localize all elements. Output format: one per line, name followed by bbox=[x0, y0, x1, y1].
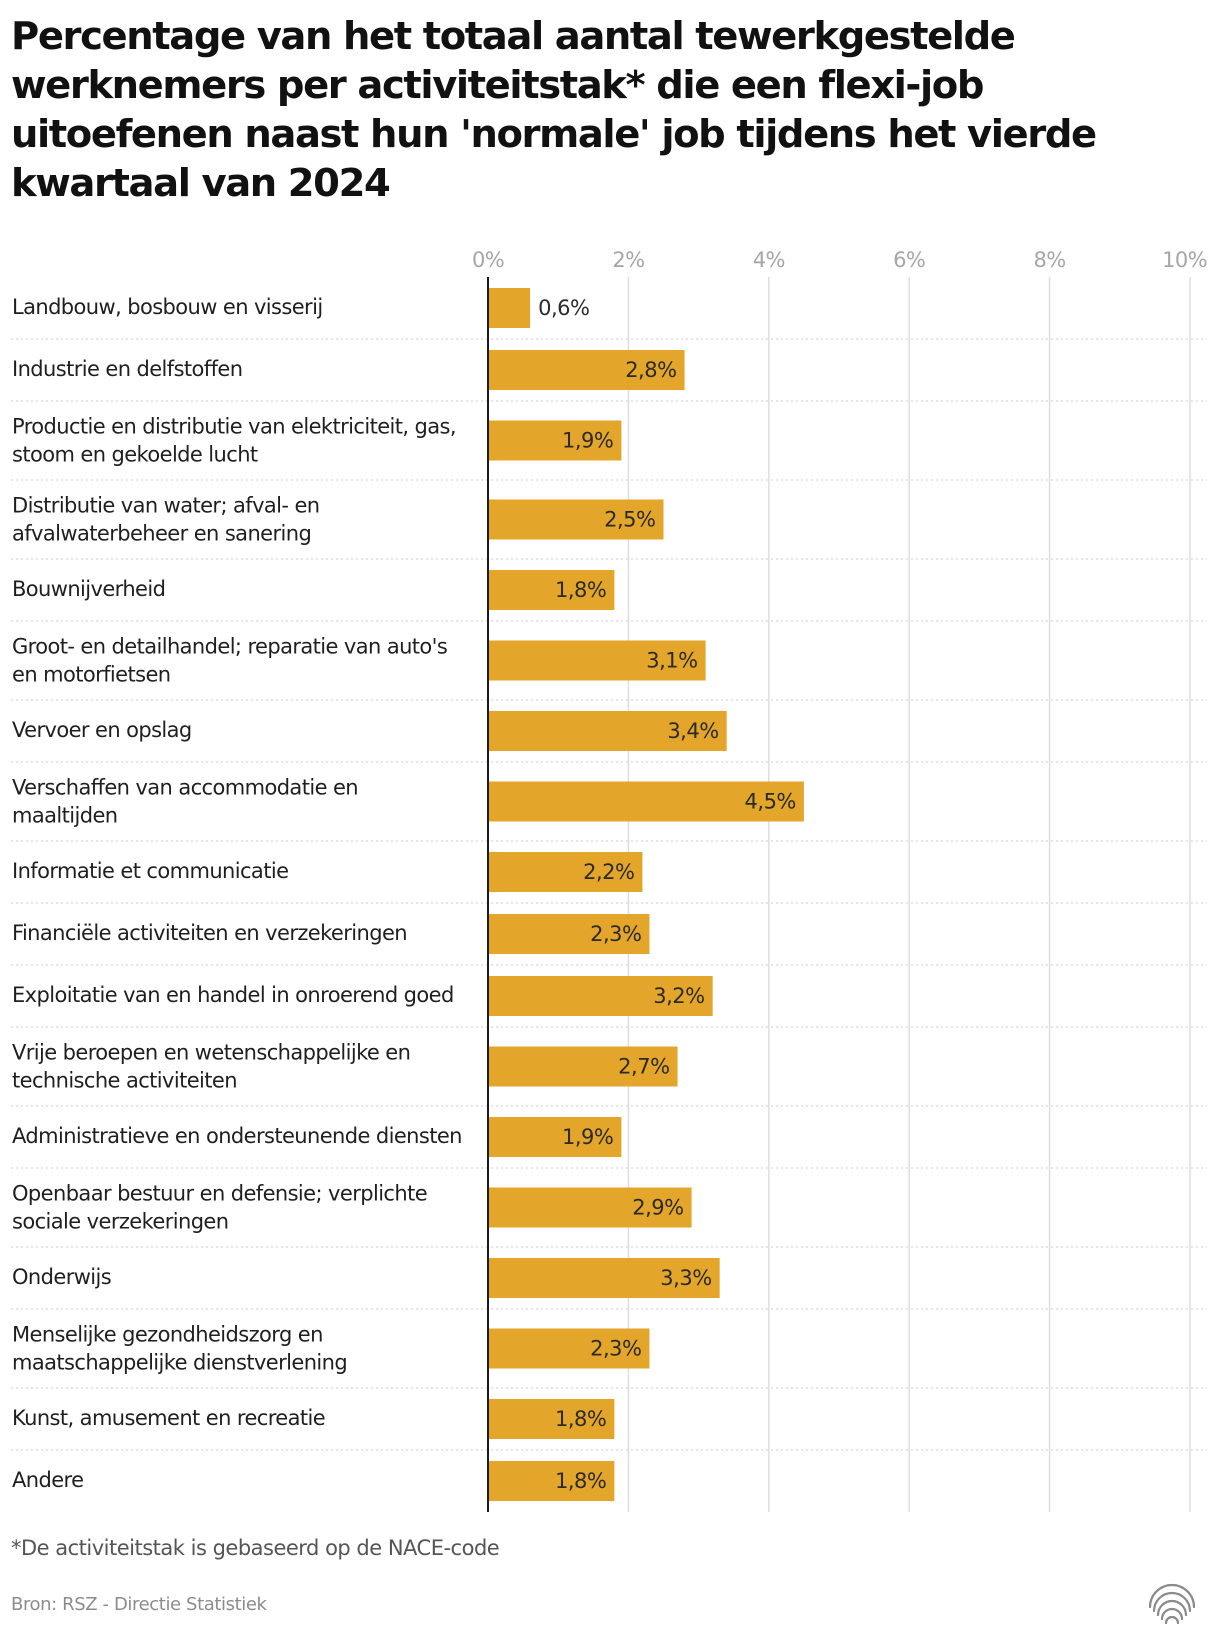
x-tick-label: 10% bbox=[1162, 248, 1207, 272]
category-label: Administratieve en ondersteunende dienst… bbox=[12, 1124, 462, 1148]
source-note: Bron: RSZ - Directie Statistiek bbox=[11, 1594, 267, 1615]
value-label: 1,8% bbox=[555, 1407, 606, 1431]
broadcaster-logo-icon bbox=[1148, 1583, 1196, 1625]
bar bbox=[488, 1117, 622, 1157]
bar bbox=[488, 1187, 692, 1228]
x-tick-label: 6% bbox=[893, 248, 925, 272]
bar bbox=[488, 1258, 720, 1298]
category-label: Informatie et communicatie bbox=[12, 859, 288, 883]
value-label: 3,1% bbox=[646, 649, 697, 673]
bar bbox=[488, 570, 615, 610]
category-label: Kunst, amusement en recreatie bbox=[12, 1406, 325, 1430]
x-tick-label: 8% bbox=[1034, 248, 1066, 272]
x-tick-label: 2% bbox=[612, 248, 644, 272]
footnote: *De activiteitstak is gebaseerd op de NA… bbox=[11, 1536, 500, 1560]
category-label: Vervoer en opslag bbox=[12, 718, 192, 742]
category-label: Openbaar bestuur en defensie; verplichte… bbox=[12, 1182, 427, 1234]
value-label: 3,3% bbox=[660, 1266, 711, 1290]
category-label: Distributie van water; afval- en afvalwat… bbox=[12, 494, 320, 546]
bar bbox=[488, 1399, 615, 1439]
category-label: Groot- en detailhandel; reparatie van au… bbox=[12, 635, 447, 687]
value-label: 2,3% bbox=[590, 922, 641, 946]
value-label: 1,9% bbox=[562, 429, 613, 453]
bar bbox=[488, 914, 650, 954]
bar bbox=[488, 350, 685, 390]
value-label: 4,5% bbox=[745, 790, 796, 814]
bar bbox=[488, 711, 727, 751]
bar bbox=[488, 640, 706, 681]
bar bbox=[488, 1328, 650, 1369]
x-tick-label: 4% bbox=[753, 248, 785, 272]
bar bbox=[488, 1046, 678, 1087]
value-label: 2,2% bbox=[583, 860, 634, 884]
value-label: 0,6% bbox=[538, 296, 589, 320]
value-label: 1,8% bbox=[555, 1469, 606, 1493]
value-label: 2,3% bbox=[590, 1337, 641, 1361]
bar bbox=[488, 1461, 615, 1501]
bar bbox=[488, 976, 713, 1016]
category-label: Landbouw, bosbouw en visserij bbox=[12, 295, 323, 319]
value-label: 1,8% bbox=[555, 578, 606, 602]
category-label: Onderwijs bbox=[12, 1265, 111, 1289]
bar bbox=[488, 852, 643, 892]
chart-title: Percentage van het totaal aantal tewerkg… bbox=[11, 14, 1097, 206]
category-label: Productie en distributie van elektricite… bbox=[12, 415, 456, 467]
x-tick-label: 0% bbox=[472, 248, 504, 272]
bar bbox=[488, 781, 804, 822]
value-label: 3,4% bbox=[667, 719, 718, 743]
bar-chart: 0% 2% 4% 6% 8% 10% Landbouw, bosbouw en visser… bbox=[11, 248, 1208, 1512]
category-label: Verschaffen van accommodatie en maaltijde… bbox=[12, 776, 358, 828]
category-label: Industrie en delfstoffen bbox=[12, 357, 242, 381]
value-label: 1,9% bbox=[562, 1125, 613, 1149]
category-label: Exploitatie van en handel in onroerend g… bbox=[12, 983, 454, 1007]
category-label: Andere bbox=[12, 1468, 83, 1492]
category-label: Bouwnijverheid bbox=[12, 577, 165, 601]
category-label: Vrije beroepen en wetenschappelijke en te… bbox=[12, 1041, 410, 1093]
category-label: Menselijke gezondheidszorg en maatschappe… bbox=[12, 1323, 347, 1375]
value-label: 2,8% bbox=[625, 358, 676, 382]
bar bbox=[488, 288, 531, 328]
value-label: 2,9% bbox=[632, 1196, 683, 1220]
value-label: 3,2% bbox=[653, 984, 704, 1008]
bar bbox=[488, 499, 664, 540]
category-label: Financiële activiteiten en verzekeringen bbox=[12, 921, 407, 945]
value-label: 2,7% bbox=[618, 1055, 669, 1079]
bar bbox=[488, 420, 622, 461]
value-label: 2,5% bbox=[604, 508, 655, 532]
